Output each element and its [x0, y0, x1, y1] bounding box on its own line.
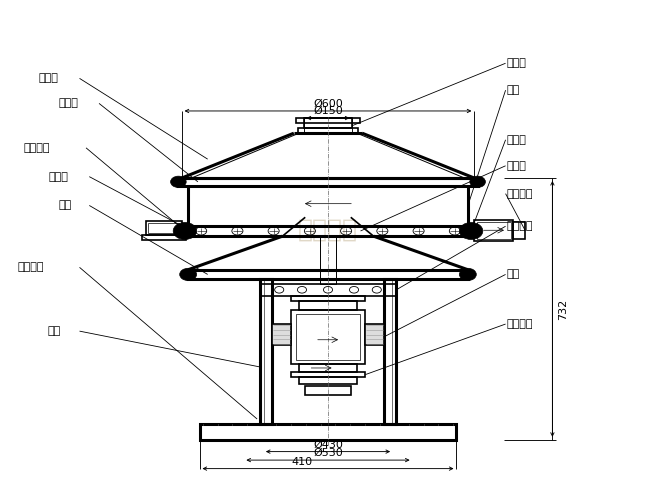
- Bar: [296, 118, 360, 123]
- Bar: [477, 221, 511, 239]
- Bar: [514, 222, 525, 239]
- Text: 小束环: 小束环: [58, 98, 78, 109]
- Text: 弹跳球: 弹跳球: [507, 161, 527, 171]
- Text: 挡球环: 挡球环: [507, 135, 527, 145]
- Bar: [365, 324, 384, 345]
- Text: 防尘盖: 防尘盖: [39, 73, 58, 83]
- Text: 大汉机械: 大汉机械: [298, 217, 358, 241]
- Bar: [384, 279, 396, 424]
- Bar: [291, 310, 365, 364]
- Text: Ø600: Ø600: [313, 98, 343, 109]
- Text: Ø150: Ø150: [313, 106, 343, 116]
- Bar: [142, 235, 186, 240]
- Circle shape: [173, 222, 197, 239]
- Circle shape: [470, 176, 485, 187]
- Bar: [298, 301, 358, 310]
- Text: Ø430: Ø430: [313, 440, 343, 450]
- Bar: [298, 378, 358, 384]
- Bar: [199, 424, 457, 440]
- Text: 大束环: 大束环: [49, 172, 68, 182]
- Text: 电机: 电机: [507, 270, 520, 280]
- Text: 732: 732: [558, 298, 567, 320]
- Bar: [291, 296, 365, 301]
- Text: 底框: 底框: [58, 200, 72, 210]
- Bar: [298, 129, 358, 133]
- Bar: [188, 270, 468, 279]
- Text: 进料口: 进料口: [507, 58, 527, 68]
- Bar: [260, 279, 272, 424]
- Bar: [148, 223, 179, 233]
- Bar: [185, 226, 471, 236]
- Text: 减震弹簧: 减震弹簧: [17, 262, 43, 272]
- Bar: [260, 284, 396, 296]
- Text: 410: 410: [291, 456, 312, 467]
- Text: 上框: 上框: [507, 85, 520, 95]
- Bar: [298, 364, 358, 372]
- Text: 粗出料口: 粗出料口: [24, 143, 50, 153]
- Bar: [291, 372, 365, 378]
- Bar: [320, 236, 336, 284]
- Circle shape: [459, 222, 483, 239]
- Text: 细出料口: 细出料口: [507, 189, 533, 199]
- Circle shape: [171, 176, 186, 187]
- Bar: [304, 118, 352, 129]
- Bar: [178, 178, 478, 185]
- Text: 上部重锤: 上部重锤: [507, 221, 533, 231]
- Bar: [305, 386, 351, 395]
- Circle shape: [180, 268, 197, 281]
- Text: 下部重锤: 下部重锤: [507, 319, 533, 329]
- Bar: [296, 314, 360, 360]
- Bar: [146, 221, 182, 235]
- Text: Ø530: Ø530: [313, 448, 343, 458]
- Bar: [272, 324, 291, 345]
- Circle shape: [459, 268, 476, 281]
- Bar: [474, 219, 514, 241]
- Text: 底座: 底座: [47, 326, 60, 336]
